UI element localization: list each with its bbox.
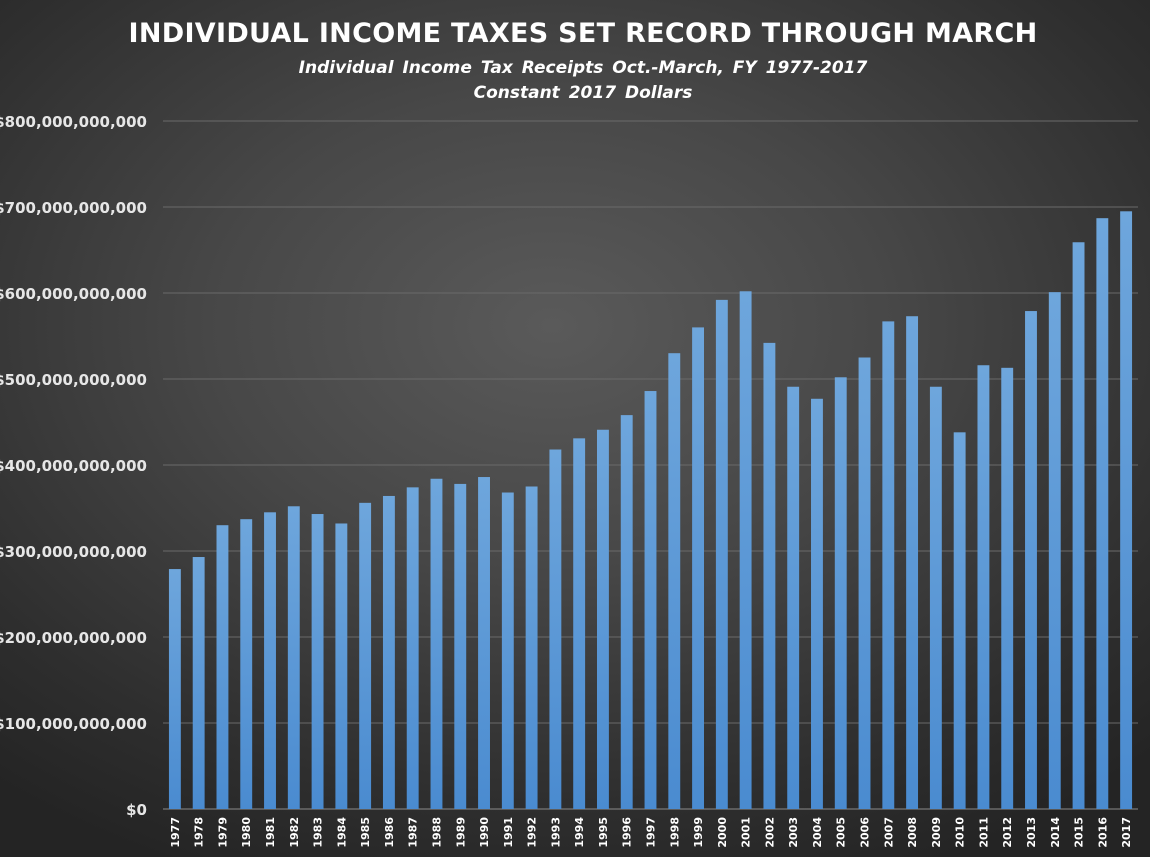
x-tick-label: 2008 — [906, 817, 919, 848]
bar-1982 — [287, 506, 300, 809]
x-tick-label: 1994 — [573, 817, 586, 848]
x-tick-label: 1990 — [478, 817, 491, 848]
x-tick-label: 2013 — [1025, 817, 1038, 848]
y-tick-label: $300,000,000,000 — [0, 543, 147, 561]
x-tick-label: 2011 — [977, 817, 990, 848]
bar-1994 — [573, 438, 586, 809]
bar-2004 — [811, 398, 823, 809]
bar-1993 — [549, 449, 562, 809]
bar-2002 — [763, 342, 776, 809]
bar-1979 — [216, 525, 229, 809]
bar-2007 — [882, 321, 895, 809]
x-tick-label: 1997 — [645, 817, 658, 848]
y-tick-label: $200,000,000,000 — [0, 629, 147, 647]
x-tick-label: 2014 — [1049, 817, 1062, 848]
x-tick-label: 1998 — [668, 817, 681, 848]
x-tick-label: 1988 — [430, 817, 443, 848]
y-tick-label: $700,000,000,000 — [0, 199, 147, 217]
x-tick-label: 1999 — [692, 817, 705, 848]
bar-2010 — [953, 432, 966, 809]
bar-2006 — [858, 357, 871, 809]
bar-2016 — [1096, 218, 1109, 809]
y-axis: $0 $100,000,000,000 $200,000,000,000 $300,0… — [0, 113, 147, 819]
bar-1985 — [359, 502, 372, 809]
bars — [168, 211, 1133, 810]
x-tick-label: 1993 — [549, 817, 562, 848]
bar-2012 — [1001, 367, 1014, 809]
bar-1995 — [596, 429, 609, 809]
bar-1977 — [168, 569, 181, 809]
bar-2001 — [739, 291, 752, 809]
x-tick-label: 2012 — [1001, 817, 1014, 848]
x-tick-label: 2000 — [716, 817, 729, 848]
x-tick-label: 2010 — [954, 817, 967, 848]
chart-subtitle-units: Constant 2017 Dollars — [473, 83, 693, 103]
x-tick-label: 1986 — [383, 817, 396, 848]
x-tick-label: 2006 — [859, 817, 872, 848]
bar-1999 — [692, 327, 705, 809]
bar-2015 — [1072, 242, 1085, 809]
x-tick-label: 1984 — [335, 817, 348, 848]
y-tick-label: $800,000,000,000 — [0, 113, 147, 131]
bar-1986 — [382, 495, 395, 809]
y-tick-label: $500,000,000,000 — [0, 371, 147, 389]
y-tick-label: $600,000,000,000 — [0, 285, 147, 303]
bar-1981 — [264, 512, 276, 809]
bar-1997 — [644, 391, 657, 809]
x-axis: 1977 1978 1979 1980 1981 1982 1983 1984 1985 1986… — [169, 817, 1133, 848]
chart-subtitle: Individual Income Tax Receipts Oct.-Marc… — [298, 58, 868, 78]
bar-2008 — [906, 316, 919, 809]
x-tick-label: 2015 — [1073, 817, 1086, 848]
bar-2005 — [834, 377, 847, 809]
x-tick-label: 1981 — [264, 817, 277, 848]
bar-1998 — [668, 353, 681, 809]
bar-1991 — [501, 492, 514, 809]
x-tick-label: 1992 — [526, 817, 539, 848]
bar-2014 — [1048, 292, 1061, 809]
x-tick-label: 1980 — [240, 817, 253, 848]
bar-1980 — [240, 519, 253, 809]
bar-2009 — [929, 386, 942, 809]
x-tick-label: 2007 — [882, 817, 895, 848]
x-tick-label: 1991 — [502, 817, 515, 848]
x-tick-label: 2009 — [930, 817, 943, 848]
x-tick-label: 1979 — [216, 817, 229, 848]
x-tick-label: 2003 — [787, 817, 800, 848]
bar-1996 — [620, 415, 633, 809]
bar-2013 — [1025, 311, 1037, 809]
bar-1978 — [192, 557, 205, 809]
x-tick-label: 2002 — [763, 817, 776, 848]
x-tick-label: 1989 — [454, 817, 467, 848]
chart-title: INDIVIDUAL INCOME TAXES SET RECORD THROU… — [128, 18, 1038, 49]
bar-1984 — [335, 523, 348, 809]
bar-2000 — [715, 299, 728, 809]
x-tick-label: 2016 — [1096, 817, 1109, 848]
x-tick-label: 1977 — [169, 817, 182, 848]
y-tick-label: $0 — [126, 801, 147, 819]
x-tick-label: 2001 — [740, 817, 753, 848]
x-tick-label: 1985 — [359, 817, 372, 848]
bar-2011 — [977, 365, 990, 809]
bar-1983 — [311, 514, 324, 809]
bar-1989 — [454, 483, 467, 809]
x-tick-label: 2004 — [811, 817, 824, 848]
bar-1992 — [525, 486, 538, 809]
y-tick-label: $400,000,000,000 — [0, 457, 147, 475]
x-tick-label: 2005 — [835, 817, 848, 848]
x-tick-label: 2017 — [1120, 817, 1133, 848]
x-tick-label: 1987 — [407, 817, 420, 848]
bar-1990 — [478, 477, 490, 809]
y-tick-label: $100,000,000,000 — [0, 715, 147, 733]
x-tick-label: 1982 — [288, 817, 301, 848]
x-tick-label: 1983 — [312, 817, 325, 848]
x-tick-label: 1978 — [193, 817, 206, 848]
x-tick-label: 1995 — [597, 817, 610, 848]
bar-2017 — [1120, 211, 1133, 810]
bar-1987 — [406, 487, 419, 809]
bar-1988 — [430, 478, 443, 809]
x-tick-label: 1996 — [621, 817, 634, 848]
bar-2003 — [787, 386, 800, 809]
